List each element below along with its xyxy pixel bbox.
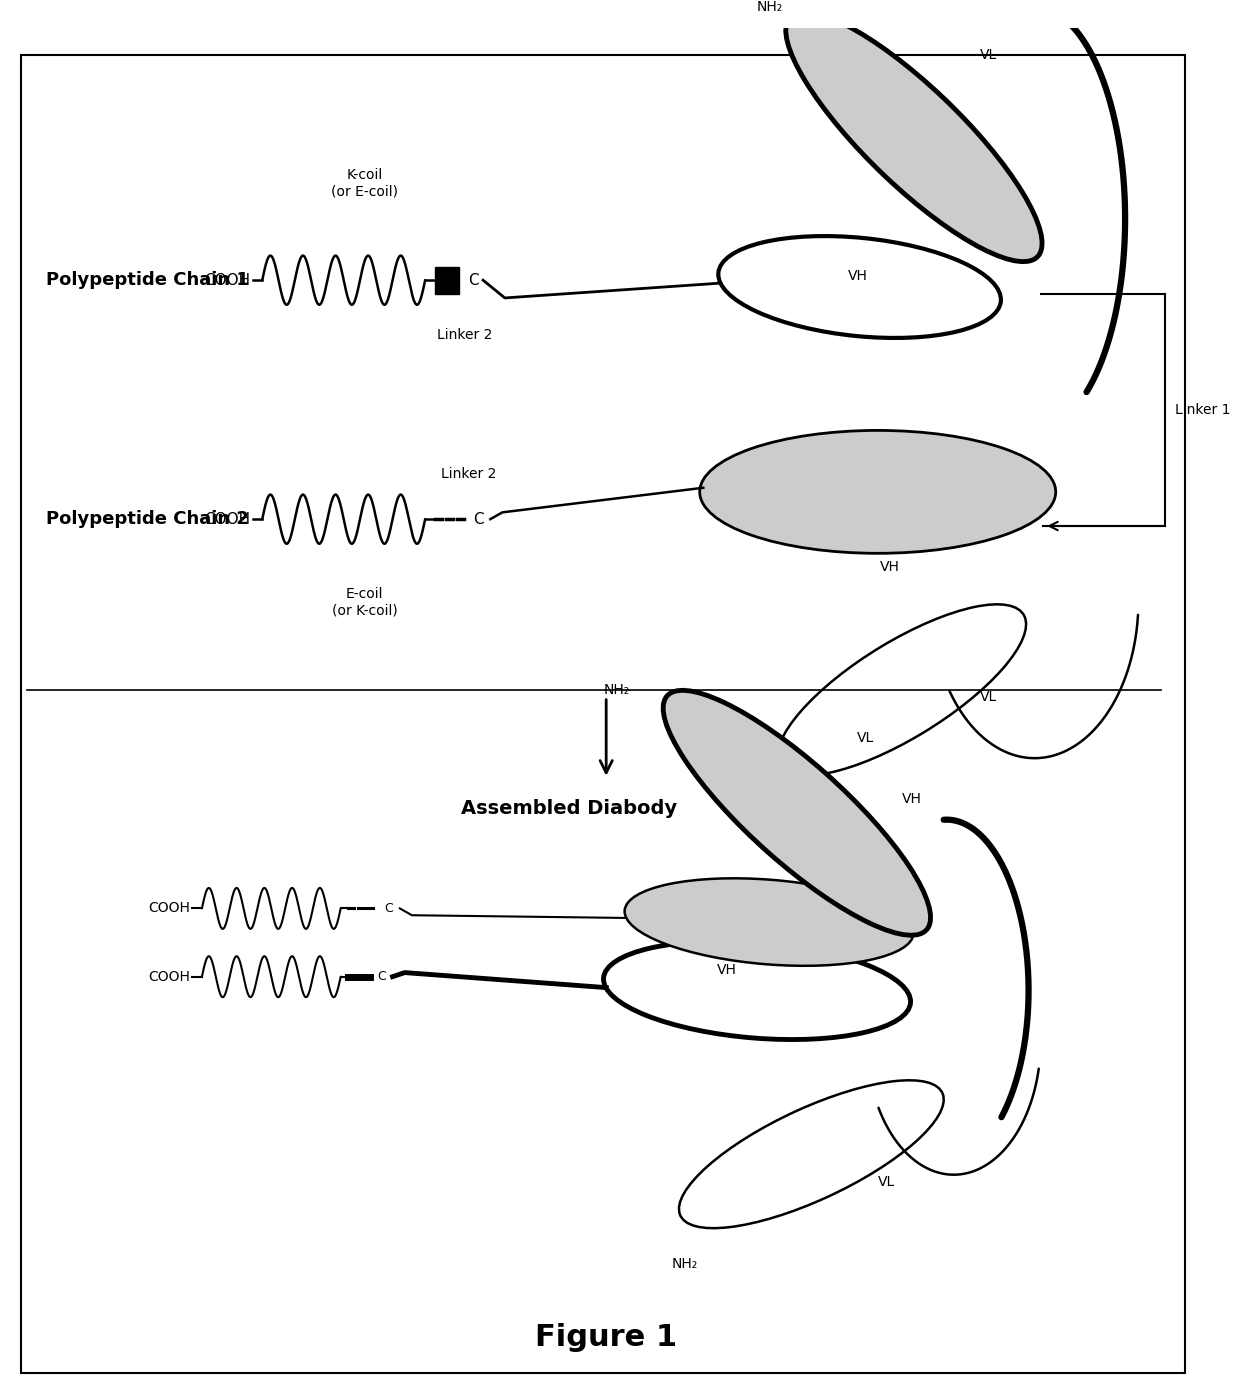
- Ellipse shape: [663, 691, 930, 935]
- Text: NH₂: NH₂: [672, 1256, 698, 1270]
- Text: COOH: COOH: [148, 970, 190, 984]
- Text: VH: VH: [901, 792, 921, 805]
- Ellipse shape: [680, 1081, 944, 1228]
- Text: NH₂: NH₂: [758, 0, 784, 14]
- Text: C: C: [384, 902, 393, 914]
- Text: VL: VL: [878, 1174, 895, 1189]
- Ellipse shape: [604, 941, 910, 1040]
- Ellipse shape: [786, 13, 1042, 261]
- Text: VH: VH: [848, 269, 868, 283]
- Text: Linker 2: Linker 2: [438, 328, 492, 342]
- Ellipse shape: [777, 604, 1025, 775]
- Text: K-coil
(or E-coil): K-coil (or E-coil): [331, 168, 398, 198]
- Text: Polypeptide Chain 1: Polypeptide Chain 1: [46, 271, 249, 289]
- Ellipse shape: [699, 430, 1055, 553]
- Text: NH₂: NH₂: [769, 826, 795, 840]
- Text: VL: VL: [981, 47, 997, 61]
- Text: COOH: COOH: [205, 272, 250, 288]
- Text: Linker 2: Linker 2: [441, 466, 496, 482]
- Text: Polypeptide Chain 2: Polypeptide Chain 2: [46, 510, 249, 528]
- Text: VH: VH: [717, 963, 737, 977]
- Text: E-coil
(or K-coil): E-coil (or K-coil): [332, 588, 398, 617]
- Text: C: C: [474, 512, 484, 526]
- Text: VL: VL: [981, 690, 997, 704]
- Ellipse shape: [718, 236, 1001, 338]
- Text: Figure 1: Figure 1: [536, 1323, 677, 1353]
- Text: NH₂: NH₂: [604, 683, 630, 697]
- Text: VH: VH: [880, 560, 900, 574]
- Text: COOH: COOH: [148, 902, 190, 916]
- Text: VL: VL: [857, 730, 874, 744]
- Text: Assembled Diabody: Assembled Diabody: [461, 799, 677, 818]
- Text: C: C: [469, 272, 479, 288]
- Text: C: C: [377, 970, 386, 983]
- Text: Linker 1: Linker 1: [1174, 403, 1230, 417]
- Bar: [435, 267, 459, 293]
- Ellipse shape: [625, 878, 914, 966]
- Text: COOH: COOH: [205, 512, 250, 526]
